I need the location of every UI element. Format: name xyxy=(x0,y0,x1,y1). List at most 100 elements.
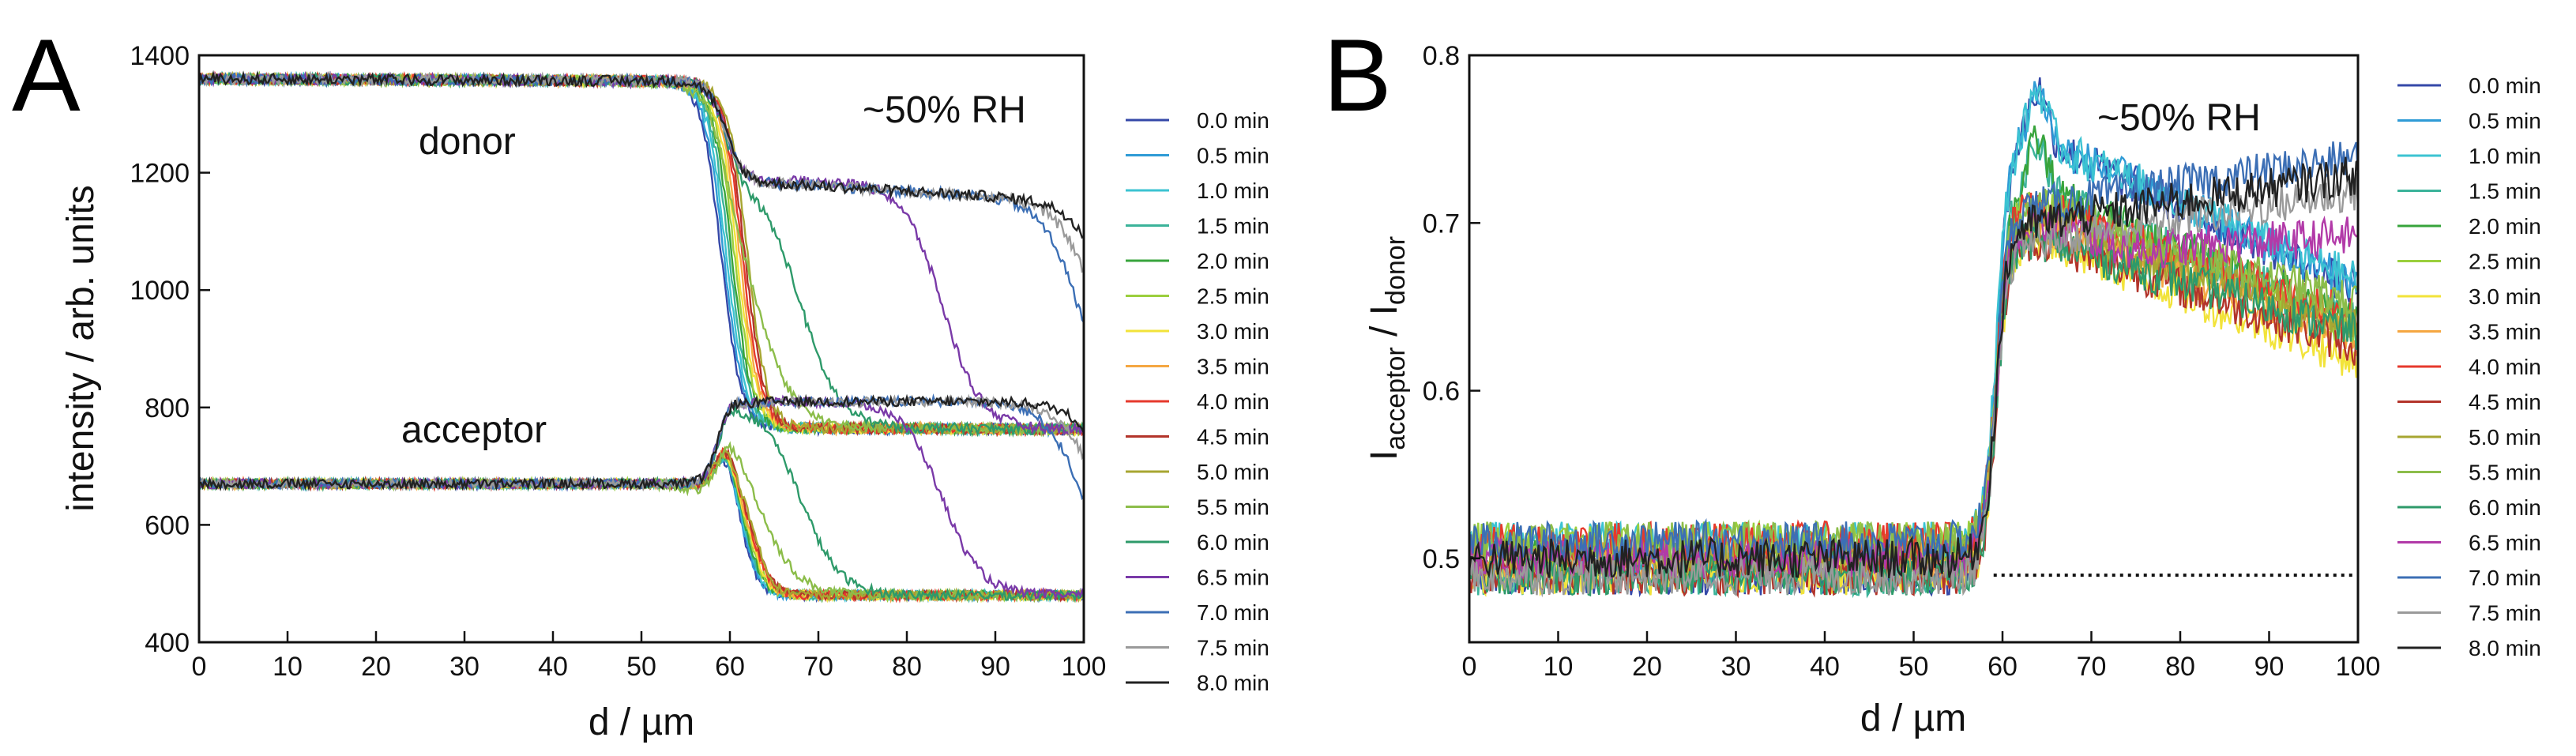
panel-a-acceptor-series-line xyxy=(198,449,1085,604)
panel-a-acceptor-series-line xyxy=(198,451,1085,604)
panel-a-acceptor-label: acceptor xyxy=(401,409,547,451)
panel-a-x-ticks: 0 10 20 30 40 50 60 70 80 90 100 xyxy=(192,631,1106,682)
panel-a: A 0 10 20 30 40 50 60 70 80 90 100 400 600 800 1000 12… xyxy=(12,17,1269,743)
panel-b-legend-label: 1.5 min xyxy=(2469,179,2541,204)
panel-a-y-tick-label: 800 xyxy=(145,393,190,423)
panel-a-acceptor-series-line xyxy=(197,452,1085,604)
panel-b-x-tick-label: 100 xyxy=(2336,652,2381,682)
panel-b-x-tick-label: 10 xyxy=(1544,652,1574,682)
panel-b-x-tick-label: 80 xyxy=(2165,652,2195,682)
panel-b-y-ticks: 0.5 0.6 0.7 0.8 xyxy=(1423,41,1480,574)
panel-a-legend-label: 8.0 min xyxy=(1197,671,1269,695)
panel-b-x-tick-label: 0 xyxy=(1462,652,1477,682)
panel-a-y-ticks: 400 600 800 1000 1200 1400 xyxy=(130,41,210,658)
panel-b-legend-label: 0.0 min xyxy=(2469,73,2541,98)
panel-a-legend-label: 1.0 min xyxy=(1197,179,1269,203)
panel-b-legend-label: 3.0 min xyxy=(2469,284,2541,309)
panel-a-legend-label: 1.5 min xyxy=(1197,214,1269,239)
panel-b-legend-label: 8.0 min xyxy=(2469,636,2541,660)
panel-b-legend: 0.0 min 0.5 min 1.0 min 1.5 min 2.0 min 2.5 m… xyxy=(2397,73,2541,660)
panel-b-x-tick-label: 40 xyxy=(1810,652,1840,682)
panel-b-legend-label: 1.0 min xyxy=(2469,144,2541,168)
panel-a-acceptor-series-line xyxy=(197,449,1085,604)
panel-a-acceptor-series-line xyxy=(198,404,1085,604)
panel-b-x-ticks: 0 10 20 30 40 50 60 70 80 90 100 xyxy=(1462,631,2381,682)
panel-b-legend-label: 2.0 min xyxy=(2469,214,2541,239)
panel-a-plot-frame xyxy=(197,54,1085,644)
panel-b-y-label-separator: / I xyxy=(1363,305,1405,347)
panel-b: B 0 10 20 30 40 50 60 70 80 90 100 0.5 0.6 0.7 0.8 d … xyxy=(1323,17,2541,739)
panel-a-condition-label: ~50% RH xyxy=(863,89,1026,131)
panel-b-legend-label: 0.5 min xyxy=(2469,109,2541,134)
panel-b-y-tick-label: 0.5 xyxy=(1423,544,1460,574)
panel-b-legend-label: 3.5 min xyxy=(2469,320,2541,344)
panel-a-donor-label: donor xyxy=(419,121,516,163)
panel-b-y-label-i: I xyxy=(1363,450,1405,461)
panel-b-y-tick-label: 0.7 xyxy=(1423,209,1460,239)
panel-a-legend-label: 7.5 min xyxy=(1197,636,1269,660)
panel-a-acceptor-series-line xyxy=(198,449,1085,604)
panel-a-legend-label: 6.5 min xyxy=(1197,566,1269,590)
panel-b-x-tick-label: 20 xyxy=(1632,652,1662,682)
panel-a-y-tick-label: 1400 xyxy=(130,41,190,71)
panel-b-x-tick-label: 90 xyxy=(2254,652,2285,682)
panel-b-legend-label: 2.5 min xyxy=(2469,250,2541,274)
panel-b-y-label-sub-acceptor: acceptor xyxy=(1381,347,1411,449)
panel-b-legend-label: 5.5 min xyxy=(2469,461,2541,485)
panel-b-series-line xyxy=(1469,172,2360,598)
panel-a-series-lines xyxy=(197,70,1085,604)
panel-a-legend-label: 6.0 min xyxy=(1197,530,1269,555)
panel-a-y-tick-label: 600 xyxy=(145,510,190,540)
panel-a-legend-label: 7.0 min xyxy=(1197,600,1269,625)
panel-a-y-axis-label: intensity / arb. units xyxy=(60,185,102,512)
panel-b-letter: B xyxy=(1323,17,1392,133)
panel-b-legend-label: 4.0 min xyxy=(2469,355,2541,379)
panel-a-x-tick-label: 30 xyxy=(449,652,479,682)
panel-b-y-axis-label: Iacceptor / Idonor xyxy=(1363,236,1411,461)
panel-a-x-tick-label: 0 xyxy=(192,652,207,682)
panel-b-series-lines xyxy=(1468,77,2360,599)
panel-a-donor-series-line xyxy=(197,70,1085,239)
panel-a-x-tick-label: 20 xyxy=(361,652,391,682)
panel-a-x-tick-label: 50 xyxy=(626,652,656,682)
panel-b-series-line xyxy=(1469,192,2360,565)
panel-a-acceptor-series-line xyxy=(199,393,1085,492)
panel-a-y-tick-label: 1000 xyxy=(130,276,190,306)
panel-b-x-tick-label: 50 xyxy=(1899,652,1929,682)
panel-a-legend-label: 2.0 min xyxy=(1197,249,1269,273)
panel-a-x-tick-label: 60 xyxy=(715,652,745,682)
panel-a-x-tick-label: 10 xyxy=(273,652,303,682)
panel-a-legend-label: 0.0 min xyxy=(1197,108,1269,133)
panel-b-x-tick-label: 60 xyxy=(1987,652,2018,682)
panel-b-y-tick-label: 0.8 xyxy=(1423,41,1460,71)
panel-a-acceptor-series-line xyxy=(198,393,1085,492)
panel-a-x-tick-label: 40 xyxy=(538,652,568,682)
panel-a-legend-label: 4.5 min xyxy=(1197,425,1269,449)
panel-a-y-tick-label: 1200 xyxy=(130,159,190,189)
panel-b-condition-label: ~50% RH xyxy=(2097,97,2261,139)
panel-a-legend-label: 5.5 min xyxy=(1197,495,1269,520)
panel-b-legend-label: 4.5 min xyxy=(2469,390,2541,415)
panel-b-series-line xyxy=(1468,85,2360,563)
panel-a-x-tick-label: 70 xyxy=(803,652,833,682)
panel-a-legend: 0.0 min 0.5 min 1.0 min 1.5 min 2.0 min 2.5 m… xyxy=(1126,108,1269,695)
panel-b-x-tick-label: 70 xyxy=(2077,652,2107,682)
panel-a-legend-label: 5.0 min xyxy=(1197,460,1269,484)
panel-b-y-label-sub-donor: donor xyxy=(1381,236,1411,305)
panel-b-legend-label: 7.5 min xyxy=(2469,601,2541,626)
panel-a-acceptor-series-line xyxy=(198,453,1085,604)
panel-b-series-line xyxy=(1468,190,2360,563)
panel-b-legend-label: 5.0 min xyxy=(2469,425,2541,449)
panel-b-series-line xyxy=(1468,141,2360,564)
panel-b-legend-label: 6.5 min xyxy=(2469,531,2541,555)
panel-b-series-line xyxy=(1468,156,2359,579)
panel-b-x-tick-label: 30 xyxy=(1721,652,1751,682)
panel-a-letter: A xyxy=(12,17,81,133)
panel-b-series-line xyxy=(1469,77,2359,598)
panel-a-y-tick-label: 400 xyxy=(145,628,190,658)
panel-b-legend-label: 7.0 min xyxy=(2469,566,2541,590)
panel-b-series-line xyxy=(1468,81,2359,579)
panel-a-legend-label: 0.5 min xyxy=(1197,144,1269,168)
panel-a-legend-label: 4.0 min xyxy=(1197,389,1269,414)
